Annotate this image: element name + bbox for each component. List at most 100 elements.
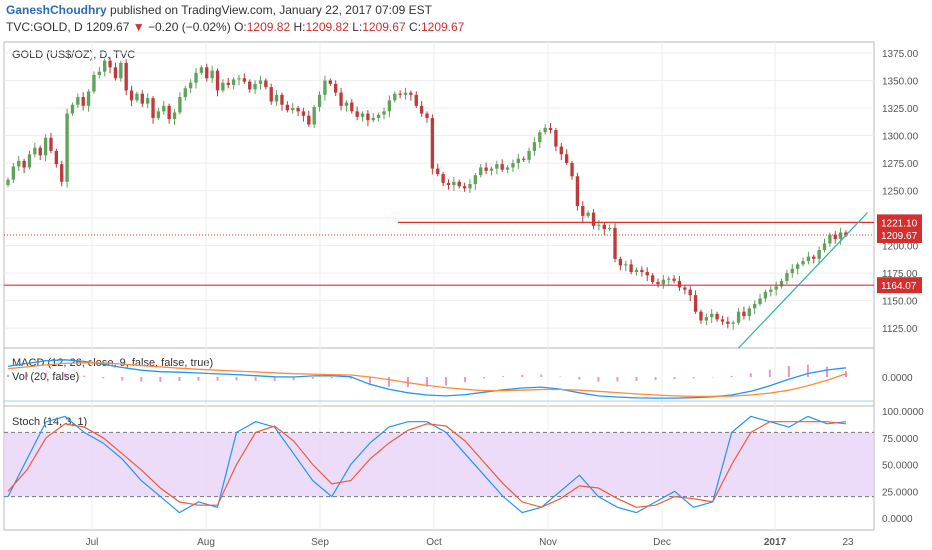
y-tick-label: 1125.00 [882, 324, 918, 335]
candle-body [285, 104, 289, 111]
candle-body [22, 160, 26, 168]
candle-body [124, 62, 128, 91]
candle-body [677, 280, 682, 288]
candle-body [301, 111, 306, 116]
candle-body [570, 163, 574, 177]
candle-body [27, 154, 32, 168]
candle-body [844, 232, 848, 235]
candle-body [38, 147, 42, 156]
candle-body [129, 90, 134, 101]
candle-body [253, 83, 257, 90]
candle-body [70, 104, 75, 114]
candle-body [441, 174, 445, 183]
candle-body [795, 264, 800, 269]
candle-body [162, 105, 166, 112]
candle-body [543, 127, 547, 133]
macd-line [7, 359, 847, 399]
high-value: 1209.82 [305, 20, 349, 34]
symbol-label: TVC:GOLD, D [6, 20, 83, 34]
candle-body [317, 94, 322, 107]
candle-body [672, 278, 676, 281]
y-tick-label: 1175.00 [882, 269, 918, 280]
published-text: published on TradingView.com, January 22… [106, 3, 433, 17]
candle-body [258, 80, 263, 84]
candle-body [339, 92, 343, 106]
x-tick-label: Oct [426, 537, 442, 548]
candle-body [376, 114, 381, 118]
candle-body [135, 93, 139, 101]
candle-body [607, 228, 612, 230]
last-price: 1209.67 [86, 20, 130, 34]
stoch-k-line [7, 415, 847, 514]
open-label: O: [234, 20, 247, 34]
candle-body [344, 102, 349, 106]
candle-body [11, 166, 16, 180]
candle-body [188, 82, 193, 89]
candle-body [656, 281, 660, 285]
candle-body [237, 78, 241, 80]
candle-body [60, 164, 64, 182]
price-tag-label: 1221.10 [881, 218, 918, 229]
close-value: 1209.67 [420, 20, 465, 34]
candle-body [527, 150, 531, 160]
candle-body [822, 243, 827, 251]
y-tick-label: 1200.00 [882, 242, 919, 253]
candle-body [226, 82, 230, 85]
candle-body [548, 127, 553, 131]
candle-body [785, 273, 789, 281]
candle-body [769, 289, 773, 292]
candle-body [323, 80, 327, 95]
candle-body [146, 98, 150, 104]
candle-body [565, 154, 569, 164]
candle-body [693, 295, 698, 312]
candle-body [307, 115, 311, 125]
candle-body [645, 272, 649, 276]
candle-body [736, 311, 741, 323]
candle-body [575, 176, 580, 207]
candle-body [274, 94, 279, 102]
macd-signal-line [7, 362, 847, 398]
candle-body [312, 106, 316, 125]
candle-body [683, 287, 687, 290]
author-link[interactable]: GaneshChoudhry [6, 3, 107, 17]
candle-body [199, 67, 204, 73]
x-tick-label: 2017 [764, 537, 787, 548]
candle-body [715, 313, 719, 320]
candle-body [479, 167, 483, 176]
candle-body [468, 183, 472, 189]
candle-body [667, 278, 671, 280]
candle-body [403, 92, 408, 95]
symbol-line: TVC:GOLD, D 1209.67 ▼ −0.20 (−0.02%) O:1… [6, 20, 464, 34]
price-tag [877, 226, 922, 243]
candle-body [538, 132, 542, 143]
y-tick-label: 1150.00 [882, 297, 918, 308]
candle-body [591, 212, 596, 226]
candle-body [779, 280, 784, 287]
price-tag-label: 1164.07 [881, 281, 917, 292]
candle-body [618, 258, 623, 266]
candle-body [183, 88, 187, 98]
y-tick-label: 1250.00 [882, 187, 919, 198]
candle-body [473, 175, 478, 184]
change-text: −0.20 (−0.02%) [148, 20, 231, 34]
candle-body [366, 113, 370, 121]
candle-body [409, 92, 413, 95]
candle-body [436, 168, 440, 175]
candle-body [205, 67, 209, 79]
candle-body [231, 79, 236, 85]
candle-body [242, 78, 247, 82]
candle-body [113, 67, 118, 79]
candle-body [49, 137, 53, 151]
high-label: H: [293, 20, 306, 34]
y-tick-label: 100.0000 [882, 407, 924, 418]
candle-body [92, 75, 96, 92]
candle-body [511, 163, 515, 168]
candle-body [650, 275, 655, 282]
candle-body [763, 291, 768, 299]
price-tag [877, 214, 922, 231]
candle-body [731, 322, 735, 324]
candle-body [210, 70, 214, 79]
candle-body [624, 264, 628, 266]
